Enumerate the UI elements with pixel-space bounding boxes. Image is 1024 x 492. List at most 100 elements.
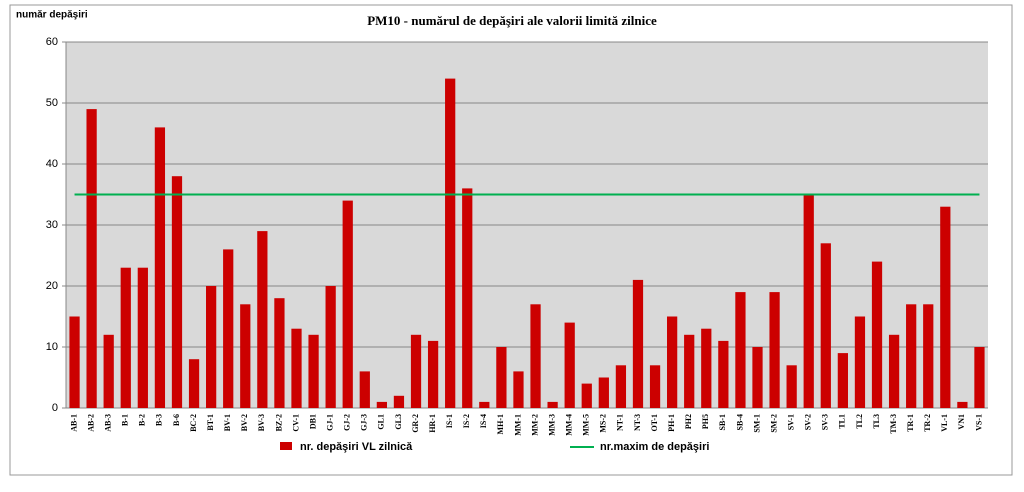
bar bbox=[957, 401, 968, 408]
bar bbox=[120, 267, 131, 408]
bar bbox=[735, 292, 746, 408]
x-tick-label: PH2 bbox=[684, 414, 693, 429]
bar bbox=[291, 328, 302, 408]
bar bbox=[803, 194, 814, 408]
bar bbox=[479, 401, 490, 408]
x-tick-label: VL-1 bbox=[940, 414, 949, 432]
x-tick-label: SM-1 bbox=[752, 414, 761, 433]
x-tick-label: OT-1 bbox=[650, 414, 659, 432]
x-tick-label: TR-1 bbox=[906, 414, 915, 432]
x-tick-label: IS-4 bbox=[479, 414, 488, 428]
x-tick-label: GJ-1 bbox=[325, 414, 334, 431]
bar bbox=[86, 109, 97, 408]
y-tick-label: 10 bbox=[46, 341, 58, 353]
x-tick-label: SV-2 bbox=[804, 414, 813, 430]
bar bbox=[376, 401, 387, 408]
y-tick-label: 60 bbox=[46, 36, 58, 48]
x-tick-label: NT-3 bbox=[633, 414, 642, 431]
x-tick-label: VN1 bbox=[957, 414, 966, 430]
bar bbox=[718, 340, 729, 408]
y-tick-label: 20 bbox=[46, 280, 58, 292]
y-tick-label: 50 bbox=[46, 97, 58, 109]
bar bbox=[342, 200, 353, 408]
bar bbox=[837, 353, 848, 408]
x-tick-label: TM-3 bbox=[889, 414, 898, 434]
bar bbox=[974, 347, 985, 408]
y-tick-label: 30 bbox=[46, 219, 58, 231]
bar bbox=[564, 322, 575, 408]
bar bbox=[325, 286, 336, 408]
bar bbox=[513, 371, 524, 408]
bar bbox=[888, 334, 900, 408]
x-tick-label: AB-2 bbox=[86, 414, 95, 432]
x-tick-label: MM-3 bbox=[547, 414, 556, 436]
bar bbox=[427, 340, 439, 408]
legend-swatch bbox=[280, 442, 292, 450]
chart-title: PM10 - numărul de depăşiri ale valorii l… bbox=[367, 13, 657, 28]
bar bbox=[940, 206, 951, 408]
bar bbox=[854, 316, 866, 408]
bar bbox=[581, 383, 592, 408]
bar bbox=[820, 243, 831, 408]
bar bbox=[667, 316, 678, 408]
x-tick-label: MS-2 bbox=[599, 414, 608, 433]
x-tick-label: MM-2 bbox=[530, 414, 539, 436]
bar bbox=[308, 334, 319, 408]
x-tick-label: MM-5 bbox=[582, 414, 591, 436]
bar bbox=[769, 292, 780, 408]
bar bbox=[632, 279, 644, 408]
x-tick-label: AB-1 bbox=[69, 414, 78, 432]
bar bbox=[598, 377, 609, 408]
bar bbox=[103, 334, 114, 408]
x-tick-label: BV-3 bbox=[257, 414, 266, 431]
x-tick-label: SM-2 bbox=[769, 414, 778, 433]
bar bbox=[530, 304, 541, 408]
bar bbox=[684, 334, 695, 408]
y-axis-label: număr depăşiri bbox=[16, 10, 88, 21]
x-tick-label: IS-2 bbox=[462, 414, 471, 428]
bar bbox=[154, 127, 166, 409]
bar bbox=[649, 365, 661, 408]
x-tick-label: MM-1 bbox=[513, 414, 522, 436]
bar bbox=[496, 347, 507, 408]
bar bbox=[752, 347, 763, 408]
bar bbox=[701, 328, 712, 408]
x-tick-label: BV-1 bbox=[223, 414, 232, 431]
x-tick-label: GL1 bbox=[377, 414, 386, 430]
x-tick-label: GR-2 bbox=[411, 414, 420, 433]
bar bbox=[786, 365, 797, 408]
bar bbox=[393, 395, 405, 408]
x-tick-label: SB-1 bbox=[718, 414, 727, 430]
x-tick-label: PH-1 bbox=[667, 414, 676, 432]
bar bbox=[615, 365, 627, 408]
x-tick-label: SV-1 bbox=[786, 414, 795, 430]
x-tick-label: B-6 bbox=[172, 414, 181, 426]
x-tick-label: B-1 bbox=[121, 414, 130, 426]
bar bbox=[69, 316, 80, 408]
x-tick-label: B-2 bbox=[138, 414, 147, 426]
x-tick-label: BZ-2 bbox=[274, 414, 283, 431]
x-tick-label: GL3 bbox=[394, 414, 403, 430]
x-tick-label: DB1 bbox=[308, 414, 317, 429]
y-tick-label: 40 bbox=[46, 158, 58, 170]
x-tick-label: GJ-2 bbox=[343, 414, 352, 431]
x-tick-label: SV-3 bbox=[821, 414, 830, 430]
x-tick-label: HR-1 bbox=[428, 414, 437, 433]
x-tick-label: B-3 bbox=[155, 414, 164, 426]
bar bbox=[223, 249, 234, 408]
x-tick-label: VS-1 bbox=[974, 414, 983, 431]
y-tick-label: 0 bbox=[52, 402, 58, 414]
x-tick-label: TL3 bbox=[872, 414, 881, 429]
x-tick-label: BT-1 bbox=[206, 414, 215, 431]
bar bbox=[871, 261, 883, 408]
legend-label: nr. depăşiri VL zilnică bbox=[300, 441, 413, 453]
bar bbox=[410, 334, 422, 408]
x-tick-label: NT-1 bbox=[616, 414, 625, 431]
x-tick-label: GJ-3 bbox=[360, 414, 369, 431]
x-tick-label: BC-2 bbox=[189, 414, 198, 432]
x-tick-label: CV-1 bbox=[291, 414, 300, 432]
bar bbox=[547, 401, 558, 408]
x-tick-label: PH5 bbox=[701, 414, 710, 429]
